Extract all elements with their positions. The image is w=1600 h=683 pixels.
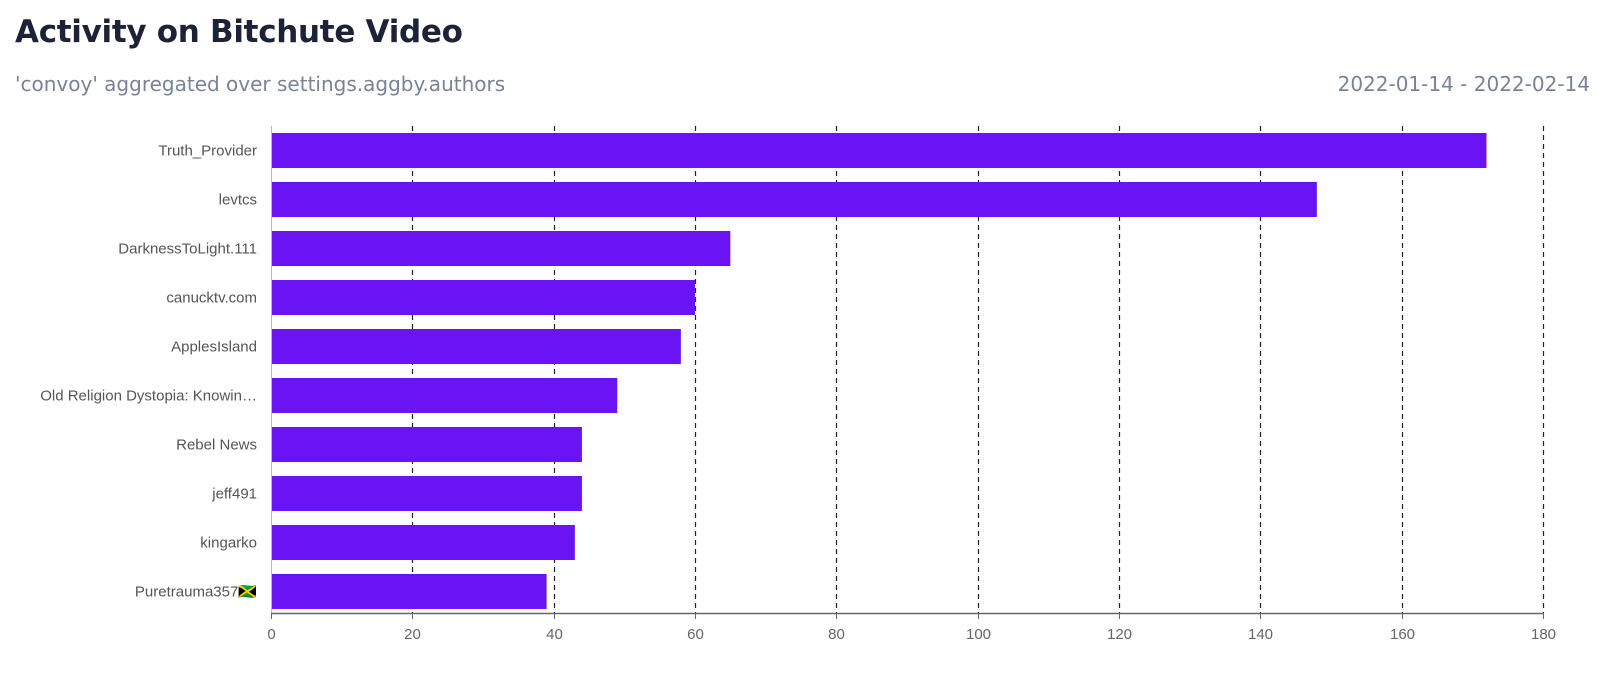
x-tick-label-60: 60 [687, 626, 704, 643]
bar-4[interactable] [272, 329, 681, 364]
category-label-1: levtcs [219, 192, 257, 209]
bar-6[interactable] [272, 427, 582, 462]
category-label-9: Puretrauma357🇯🇲 [135, 584, 257, 601]
category-label-2: DarknessToLight.111 [118, 241, 257, 258]
bar-2[interactable] [272, 231, 731, 266]
category-label-7: jeff491 [211, 486, 257, 503]
category-label-8: kingarko [200, 535, 257, 552]
bar-1[interactable] [272, 182, 1317, 217]
x-tick-label-100: 100 [966, 626, 991, 643]
category-label-0: Truth_Provider [158, 143, 257, 160]
bar-3[interactable] [272, 280, 695, 315]
bar-5[interactable] [272, 378, 618, 413]
x-tick-label-40: 40 [546, 626, 563, 643]
x-tick-label-160: 160 [1390, 626, 1415, 643]
x-tick-label-20: 20 [404, 626, 421, 643]
bar-9[interactable] [272, 574, 547, 609]
x-tick-label-80: 80 [828, 626, 845, 643]
category-label-3: canucktv.com [166, 290, 257, 307]
chart-title: Activity on Bitchute Video [15, 14, 463, 50]
bar-7[interactable] [272, 476, 582, 511]
x-tick-label-0: 0 [267, 626, 275, 643]
x-tick-label-180: 180 [1531, 626, 1556, 643]
category-label-5: Old Religion Dystopia: Knowin… [40, 388, 257, 405]
chart-subtitle: 'convoy' aggregated over settings.aggby.… [15, 72, 506, 96]
date-range: 2022-01-14 - 2022-02-14 [1337, 72, 1590, 96]
category-label-4: ApplesIsland [171, 339, 257, 356]
bar-0[interactable] [272, 133, 1487, 168]
x-tick-label-120: 120 [1107, 626, 1132, 643]
x-tick-label-140: 140 [1248, 626, 1273, 643]
category-label-6: Rebel News [176, 437, 257, 454]
bar-8[interactable] [272, 525, 575, 560]
